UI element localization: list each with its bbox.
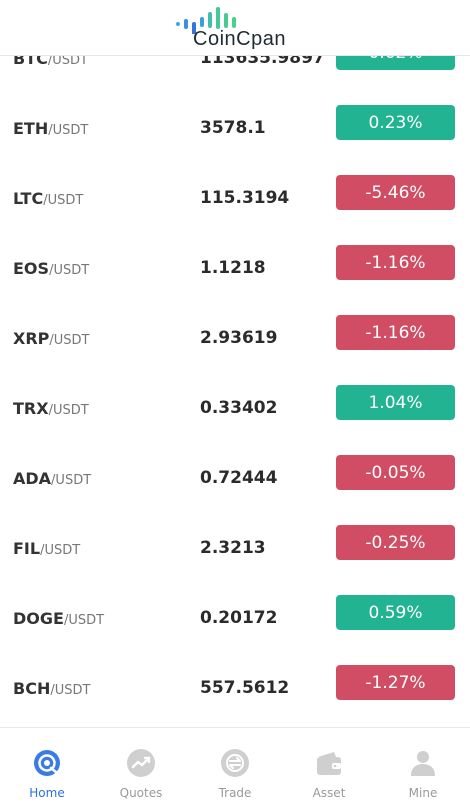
wallet-icon: [317, 752, 341, 775]
last-price: 0.20172: [200, 608, 278, 628]
app-header: CoinCpan: [0, 0, 470, 56]
change-badge: -1.27%: [336, 665, 455, 700]
market-row[interactable]: LTC/USDT 115.3194 -5.46%: [0, 163, 470, 233]
market-row[interactable]: DOGE/USDT 0.20172 0.59%: [0, 583, 470, 653]
tab-asset[interactable]: Asset: [282, 728, 376, 812]
change-badge: -1.16%: [336, 245, 455, 280]
logo-text: CoinCpan: [193, 28, 286, 50]
change-badge: -5.46%: [336, 175, 455, 210]
pair-name: XRP/USDT: [13, 329, 90, 348]
change-badge: -0.25%: [336, 525, 455, 560]
last-price: 2.3213: [200, 538, 266, 558]
last-price: 2.93619: [200, 328, 278, 348]
app-logo[interactable]: CoinCpan: [175, 6, 315, 52]
market-row[interactable]: ETH/USDT 3578.1 0.23%: [0, 93, 470, 163]
market-list: BTC/USDT 113635.9897 0.62% ETH/USDT 3578…: [0, 23, 470, 723]
market-row[interactable]: EOS/USDT 1.1218 -1.16%: [0, 233, 470, 303]
change-badge: -1.16%: [336, 315, 455, 350]
pair-name: FIL/USDT: [13, 539, 81, 558]
home-icon: [34, 750, 60, 776]
user-icon: [411, 751, 435, 776]
last-price: 0.72444: [200, 468, 278, 488]
last-price: 1.1218: [200, 258, 266, 278]
pair-name: BCH/USDT: [13, 679, 91, 698]
logo-bars-icon: [176, 7, 236, 34]
market-row[interactable]: XRP/USDT 2.93619 -1.16%: [0, 303, 470, 373]
tab-label: Mine: [408, 786, 438, 800]
tab-label: Asset: [312, 786, 346, 800]
market-row[interactable]: BCH/USDT 557.5612 -1.27%: [0, 653, 470, 723]
last-price: 557.5612: [200, 678, 290, 698]
pair-name: LTC/USDT: [13, 189, 84, 208]
quotes-icon: [127, 749, 155, 777]
pair-name: EOS/USDT: [13, 259, 90, 278]
change-badge: -0.05%: [336, 455, 455, 490]
change-badge: 0.23%: [336, 105, 455, 140]
last-price: 115.3194: [200, 188, 290, 208]
tab-label: Quotes: [119, 786, 163, 800]
change-badge: 1.04%: [336, 385, 455, 420]
change-badge: 0.59%: [336, 595, 455, 630]
tab-mine[interactable]: Mine: [376, 728, 470, 812]
tab-label: Trade: [218, 786, 252, 800]
market-row[interactable]: FIL/USDT 2.3213 -0.25%: [0, 513, 470, 583]
bottom-tab-bar: Home Quotes Trade Asset Mine: [0, 727, 470, 812]
last-price: 0.33402: [200, 398, 278, 418]
market-row[interactable]: TRX/USDT 0.33402 1.04%: [0, 373, 470, 443]
market-row[interactable]: ADA/USDT 0.72444 -0.05%: [0, 443, 470, 513]
pair-name: TRX/USDT: [13, 399, 89, 418]
pair-name: DOGE/USDT: [13, 609, 105, 628]
last-price: 3578.1: [200, 118, 266, 138]
tab-quotes[interactable]: Quotes: [94, 728, 188, 812]
pair-name: ETH/USDT: [13, 119, 89, 138]
tab-home[interactable]: Home: [0, 728, 94, 812]
tab-trade[interactable]: Trade: [188, 728, 282, 812]
tab-label: Home: [29, 786, 65, 800]
pair-name: ADA/USDT: [13, 469, 92, 488]
trade-icon: [221, 749, 249, 777]
